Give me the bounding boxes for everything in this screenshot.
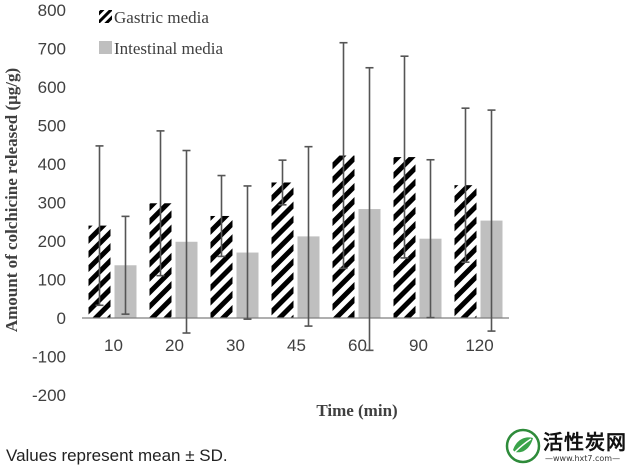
watermark-title: 活性炭网 [543,430,627,454]
y-tick-label: 200 [38,232,66,251]
error-bar-intestinal-10 [121,215,130,315]
legend: Gastric media Intestinal media [99,8,224,58]
x-axis-ticks: 10 20 30 45 60 90 120 [104,336,494,355]
bar-gastric-45 [271,182,294,318]
error-bar-intestinal-20 [182,149,191,334]
watermark-logo: 活性炭网 —www.hxt7.com— [503,426,631,466]
footnote: Values represent mean ± SD. [6,446,228,465]
error-bar-gastric-10 [95,145,104,307]
bar-gastric-30 [210,215,233,318]
x-tick-label: 20 [165,336,184,355]
x-tick-label: 10 [104,336,123,355]
y-tick-label: 500 [38,117,66,136]
error-bar-intestinal-60 [365,66,374,352]
legend-label-intestinal: Intestinal media [114,39,224,58]
y-tick-label: 700 [38,40,66,59]
x-tick-label: 30 [226,336,245,355]
error-bar-gastric-30 [217,174,226,258]
y-axis-label: Amount of colchicine released (μg/g) [2,68,21,332]
error-bar-gastric-45 [278,159,287,206]
error-bar-intestinal-45 [304,145,313,327]
y-tick-label: 0 [57,309,66,328]
legend-swatch-intestinal [99,41,112,54]
x-tick-label: 120 [465,336,493,355]
y-tick-label: -200 [32,386,66,405]
x-axis-label: Time (min) [316,401,397,420]
error-bar-gastric-90 [400,55,409,259]
error-bar-intestinal-90 [426,158,435,319]
watermark-url: —www.hxt7.com— [545,454,621,463]
y-tick-label: -100 [32,348,66,367]
legend-swatch-gastric [99,10,112,23]
error-bar-gastric-120 [461,107,470,263]
error-bar-intestinal-120 [487,109,496,332]
error-bar-gastric-60 [339,41,348,270]
x-tick-label: 60 [348,336,367,355]
leaf-logo-icon [505,428,541,464]
x-tick-label: 45 [287,336,306,355]
y-axis-ticks: -200 -100 0 100 200 300 400 500 600 700 800 [32,1,66,405]
y-tick-label: 100 [38,271,66,290]
error-bar-intestinal-30 [243,185,252,320]
legend-label-gastric: Gastric media [114,8,209,27]
error-bar-gastric-20 [156,130,165,277]
y-tick-label: 600 [38,78,66,97]
y-tick-label: 400 [38,155,66,174]
y-tick-label: 800 [38,1,66,20]
y-tick-label: 300 [38,194,66,213]
error-bars [95,41,496,352]
x-tick-label: 90 [409,336,428,355]
bars [88,155,503,318]
